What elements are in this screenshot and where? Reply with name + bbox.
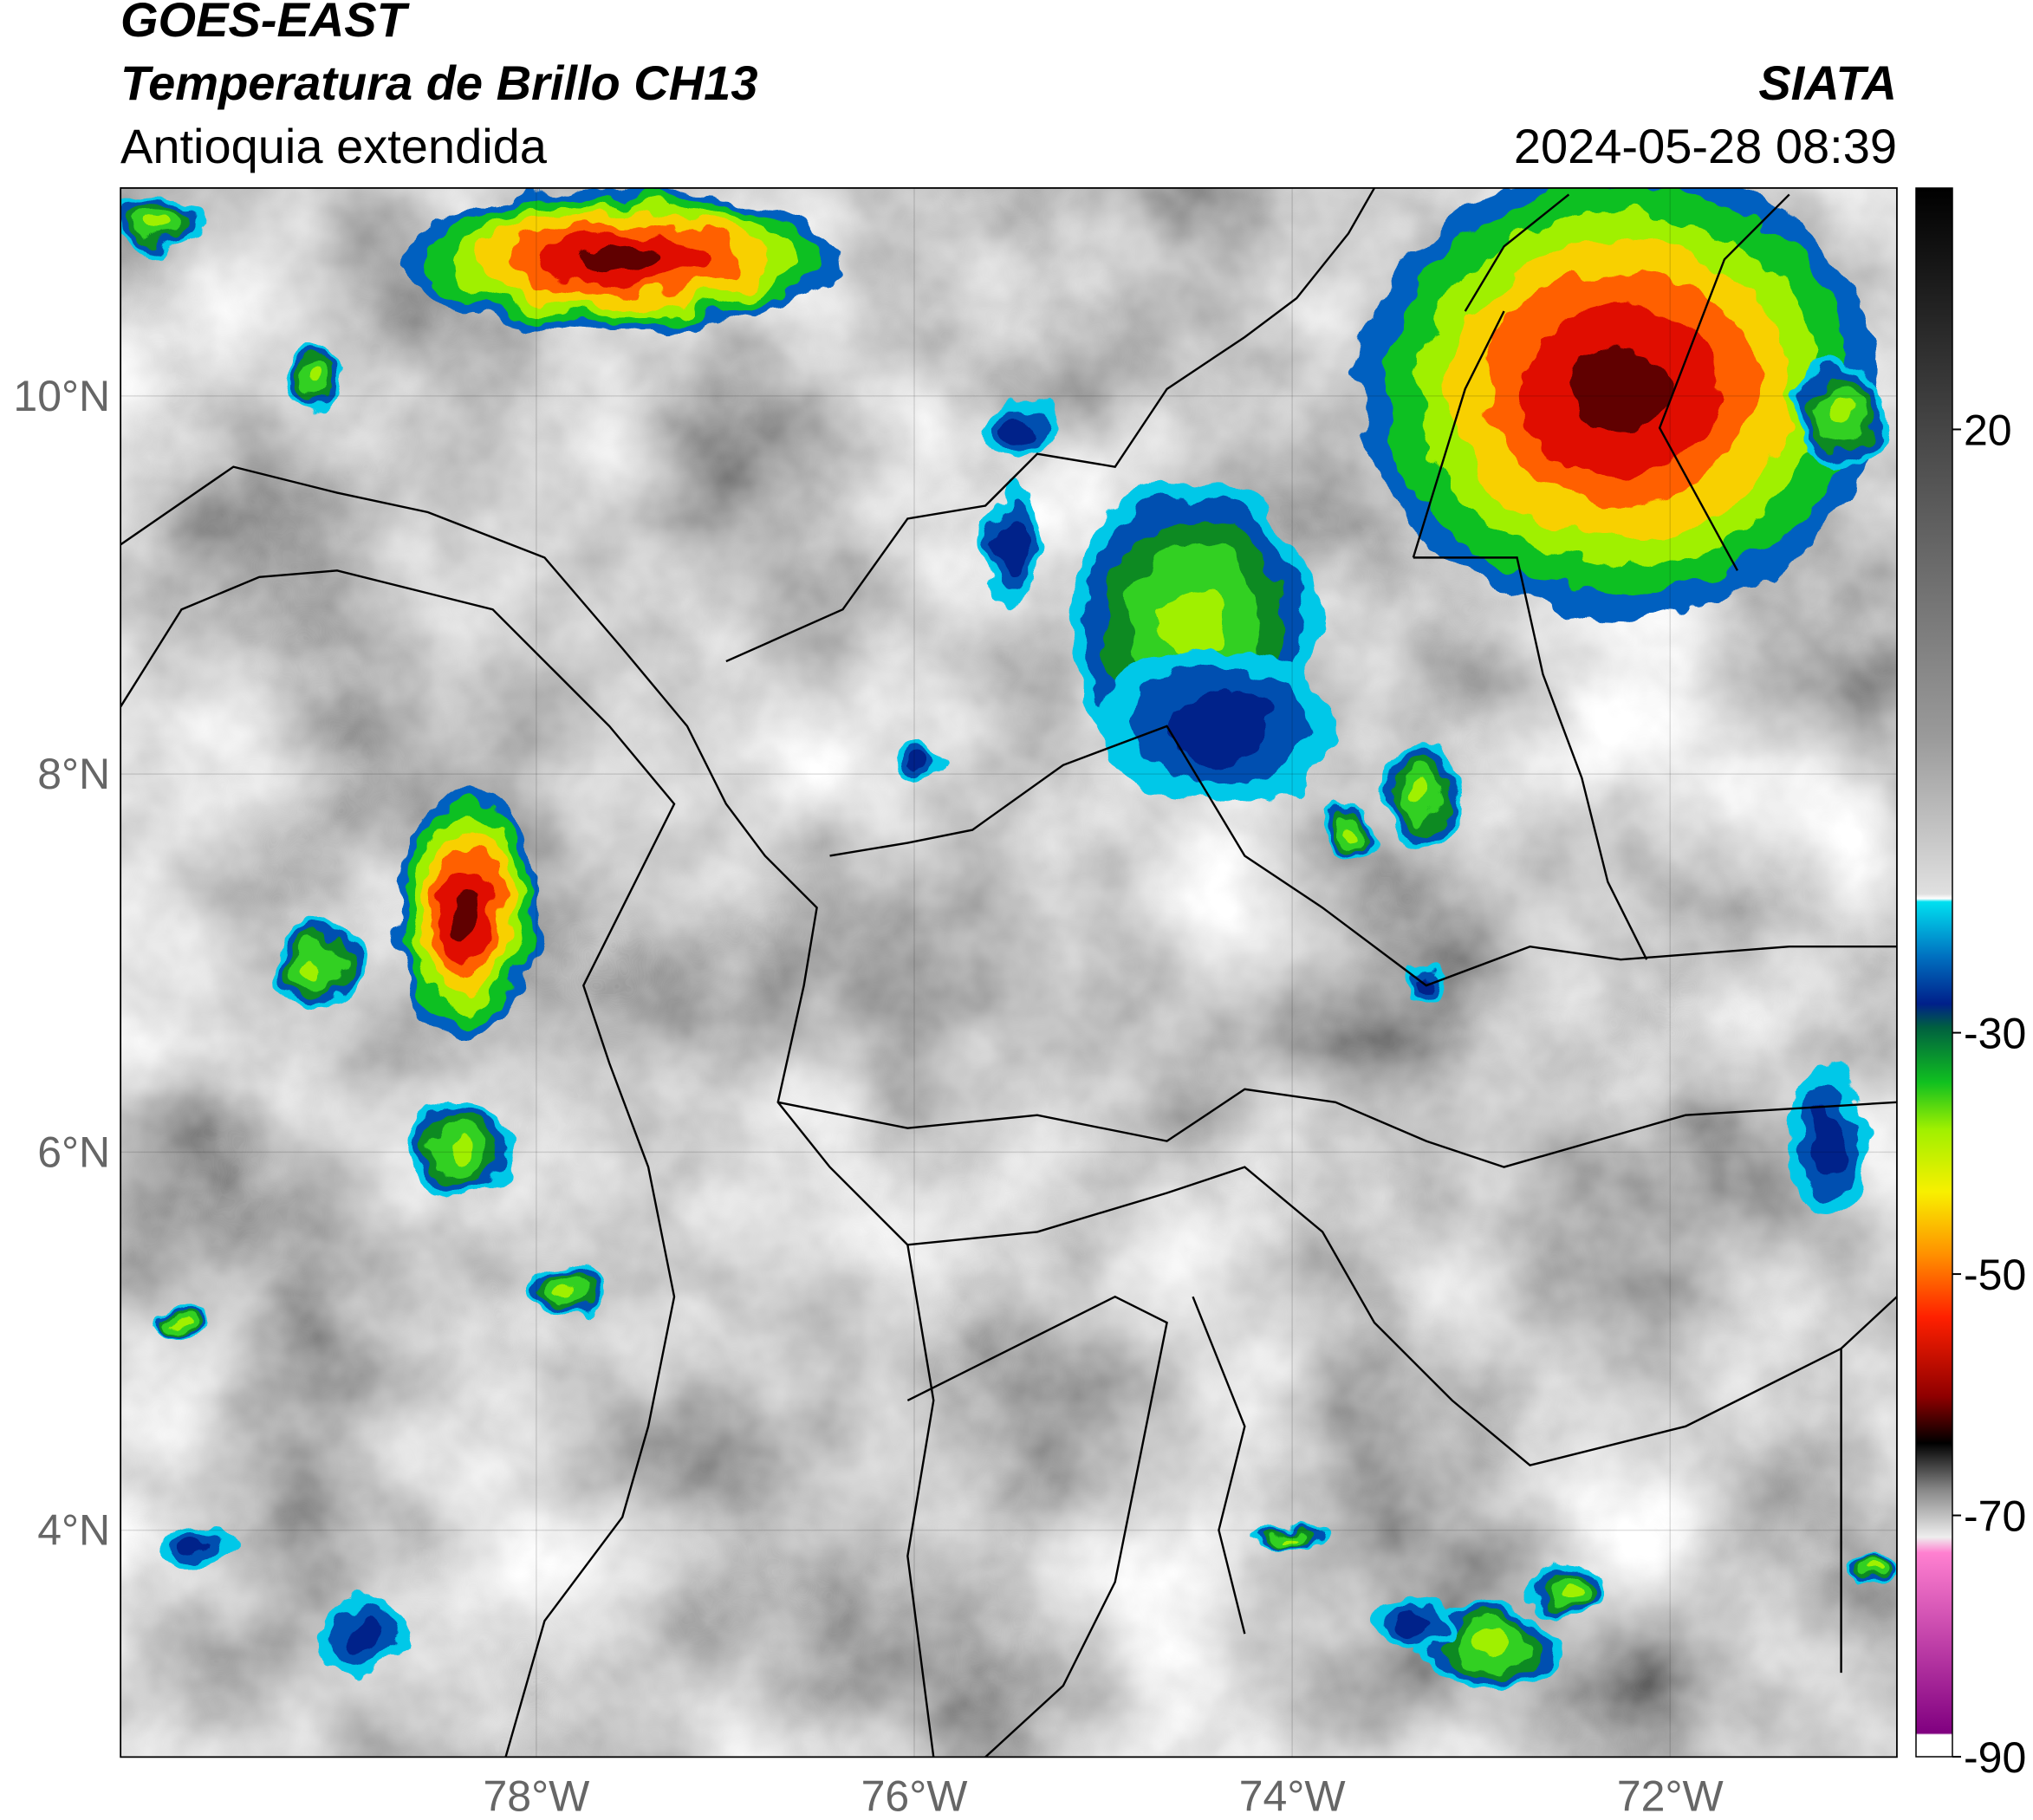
cell [1000, 413, 1036, 443]
cell [1473, 1636, 1510, 1658]
cell [453, 892, 480, 937]
cell [302, 367, 320, 385]
convective-cells [120, 187, 1893, 1689]
cell [1861, 1570, 1874, 1581]
cell [1166, 691, 1272, 762]
colorbar-tick-label: -50 [1964, 1251, 2026, 1299]
colorbar-tick-label: -90 [1964, 1733, 2026, 1782]
colorbar [1915, 187, 1953, 1758]
cell [908, 755, 932, 775]
cell [1395, 1609, 1432, 1633]
cell [1340, 823, 1357, 837]
lon-tick-label: 76°W [861, 1771, 969, 1820]
lon-tick-label: 72°W [1617, 1771, 1724, 1820]
satellite: GOES-EAST [120, 0, 411, 47]
lat-tick-label: 8°N [37, 750, 110, 798]
source: SIATA [1758, 55, 1897, 110]
cell [1410, 777, 1430, 804]
cell [1810, 1106, 1846, 1177]
lat-tick-label: 4°N [37, 1506, 110, 1555]
cell [1281, 1531, 1300, 1537]
boundaries [120, 187, 1897, 1758]
cell [176, 1317, 187, 1328]
cell [144, 212, 167, 229]
lat-tick-label: 6°N [37, 1128, 110, 1176]
cell [345, 1616, 381, 1652]
lat-tick-label: 10°N [13, 372, 110, 420]
cell [1161, 587, 1224, 659]
cell [447, 1134, 474, 1161]
region: Antioquia extendida [120, 119, 548, 173]
cell [554, 1283, 575, 1297]
cell [1559, 1581, 1579, 1596]
cell [1829, 401, 1853, 428]
cell [178, 1531, 211, 1555]
cell [582, 246, 662, 273]
cell [1574, 348, 1668, 430]
lon-tick-label: 78°W [483, 1771, 590, 1820]
colorbar-tick-label: -30 [1964, 1010, 2026, 1058]
lon-tick-label: 74°W [1239, 1771, 1347, 1820]
datetime: 2024-05-28 08:39 [1514, 119, 1897, 173]
map-frame [120, 187, 1898, 1758]
cell [306, 954, 329, 978]
map [120, 187, 1898, 1758]
colorbar-tick-label: 20 [1964, 406, 2012, 454]
product: Temperatura de Brillo CH13 [120, 55, 757, 110]
colorbar-tick-label: -70 [1964, 1492, 2026, 1541]
cell [999, 515, 1023, 575]
